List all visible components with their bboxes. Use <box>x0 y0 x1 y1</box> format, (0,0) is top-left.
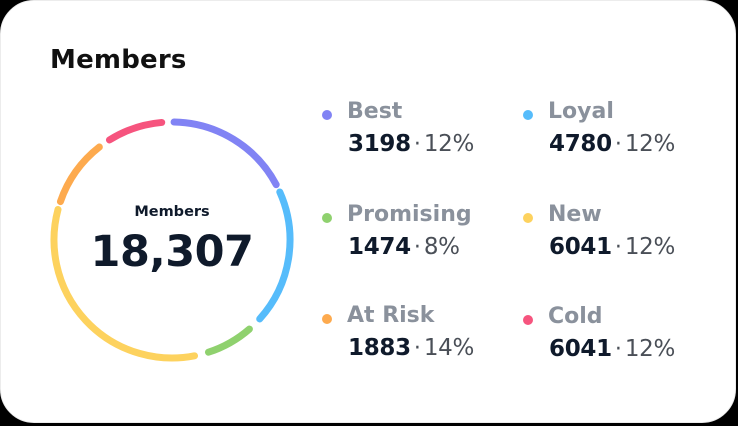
legend-dot-icon <box>523 110 533 120</box>
donut-segment-at-risk <box>56 143 103 206</box>
donut-segment-loyal <box>256 188 294 323</box>
legend-label: Cold <box>548 304 603 329</box>
legend-value: 6041 · 12% <box>549 234 675 260</box>
card-title: Members <box>50 45 187 75</box>
legend-count: 1883 <box>348 335 411 361</box>
legend-dot-icon <box>322 110 332 120</box>
legend-label: Promising <box>347 202 472 227</box>
donut-segment-promising <box>204 325 253 356</box>
legend-separator: · <box>614 337 622 362</box>
legend-separator: · <box>413 132 421 157</box>
legend-value: 1883 · 14% <box>348 335 474 361</box>
legend-count: 3198 <box>348 131 411 157</box>
legend-count: 4780 <box>549 131 612 157</box>
legend-dot-icon <box>322 314 332 324</box>
donut-center-label: Members <box>134 204 210 220</box>
donut-segment-cold <box>105 118 166 144</box>
legend-label: At Risk <box>347 303 435 328</box>
legend-separator: · <box>413 235 421 260</box>
legend-percent: 14% <box>423 335 475 361</box>
legend-count: 1474 <box>348 234 411 260</box>
legend-percent: 12% <box>624 336 676 362</box>
legend-dot-icon <box>322 213 332 223</box>
legend-value: 1474 · 8% <box>348 234 460 260</box>
legend-dot-icon <box>523 315 533 325</box>
legend-percent: 12% <box>624 131 676 157</box>
legend-percent: 8% <box>423 234 460 260</box>
donut-segment-best <box>170 118 280 189</box>
legend-separator: · <box>614 235 622 260</box>
legend-count: 6041 <box>549 336 612 362</box>
legend-percent: 12% <box>624 234 676 260</box>
legend-value: 4780 · 12% <box>549 131 675 157</box>
legend-count: 6041 <box>549 234 612 260</box>
legend-value: 6041 · 12% <box>549 336 675 362</box>
donut-center-value: 18,307 <box>90 227 254 277</box>
legend-dot-icon <box>523 213 533 223</box>
legend-percent: 12% <box>423 131 475 157</box>
legend-label: New <box>548 202 602 227</box>
legend-label: Loyal <box>548 99 614 124</box>
legend-value: 3198 · 12% <box>348 131 474 157</box>
legend-label: Best <box>347 99 403 124</box>
legend-separator: · <box>614 132 622 157</box>
donut-segment-new <box>50 205 199 362</box>
legend-separator: · <box>413 336 421 361</box>
